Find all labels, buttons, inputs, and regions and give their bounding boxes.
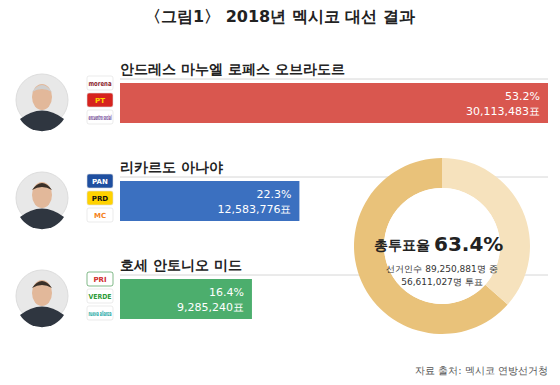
photo-face xyxy=(32,280,52,306)
party-label: encuentro social xyxy=(89,114,112,122)
category-label: 리카르도 아나야 xyxy=(120,159,223,175)
party-label: PRD xyxy=(92,195,109,203)
photo-hair xyxy=(32,85,52,92)
donut-title: 총투표율 xyxy=(374,237,430,253)
bar xyxy=(120,83,548,123)
party-label: PRI xyxy=(93,276,106,284)
party-label: MC xyxy=(94,212,106,220)
donut-value-label: 63.4% xyxy=(434,232,503,256)
background xyxy=(0,0,560,385)
party-label: VERDE xyxy=(89,293,112,301)
chart-svg: 〈그림1〉 2018년 멕시코 대선 결과안드레스 마누엘 로페스 오브라도르 5… xyxy=(0,0,560,385)
party-logo xyxy=(87,110,113,124)
party-logo xyxy=(87,289,113,303)
value-label: 22.3% xyxy=(256,188,291,201)
party-logo xyxy=(87,191,113,205)
party-logo xyxy=(87,174,113,188)
party-label: PT xyxy=(95,97,105,105)
party-logo xyxy=(87,76,113,90)
annotation: 56,611,027명 투표 xyxy=(401,277,482,287)
bar xyxy=(120,279,252,319)
category-label: 호세 안토니오 미드 xyxy=(120,257,242,273)
chart-title: 〈그림1〉 2018년 멕시코 대선 결과 xyxy=(145,7,415,26)
photo-face xyxy=(32,84,52,110)
party-logo xyxy=(87,272,113,286)
party-logo xyxy=(87,306,113,320)
value-label: 53.2% xyxy=(505,90,540,103)
party-label: PAN xyxy=(92,178,108,186)
name-underline xyxy=(120,79,548,80)
annotation: 선거인수 89,250,881명 중 xyxy=(386,264,497,274)
party-label: nueva alianza xyxy=(89,310,112,318)
value-label: 16.4% xyxy=(209,286,244,299)
vote-label: 12,583,776표 xyxy=(217,203,291,216)
photo-hair xyxy=(32,183,52,190)
party-logo xyxy=(87,208,113,222)
source: 자료 출처: 멕시코 연방선거청 xyxy=(415,365,548,376)
donut xyxy=(354,158,530,334)
candidate-photo xyxy=(16,172,68,229)
category-label: 안드레스 마누엘 로페스 오브라도르 xyxy=(120,61,345,77)
photo-hair xyxy=(32,281,52,288)
vote-label: 30,113,483표 xyxy=(466,105,540,118)
photo-suit xyxy=(20,307,64,328)
photo-suit xyxy=(20,111,64,132)
party-label: morena xyxy=(89,80,112,88)
vote-label: 9,285,240표 xyxy=(177,301,244,314)
chart-container: 〈그림1〉 2018년 멕시코 대선 결과안드레스 마누엘 로페스 오브라도르 5… xyxy=(0,0,560,385)
party-logo xyxy=(87,93,113,107)
bars xyxy=(120,83,548,319)
candidate-photo xyxy=(16,270,68,327)
candidate-photo xyxy=(16,74,68,131)
bar xyxy=(120,181,299,221)
photo-face xyxy=(32,182,52,208)
photo-suit xyxy=(20,209,64,230)
